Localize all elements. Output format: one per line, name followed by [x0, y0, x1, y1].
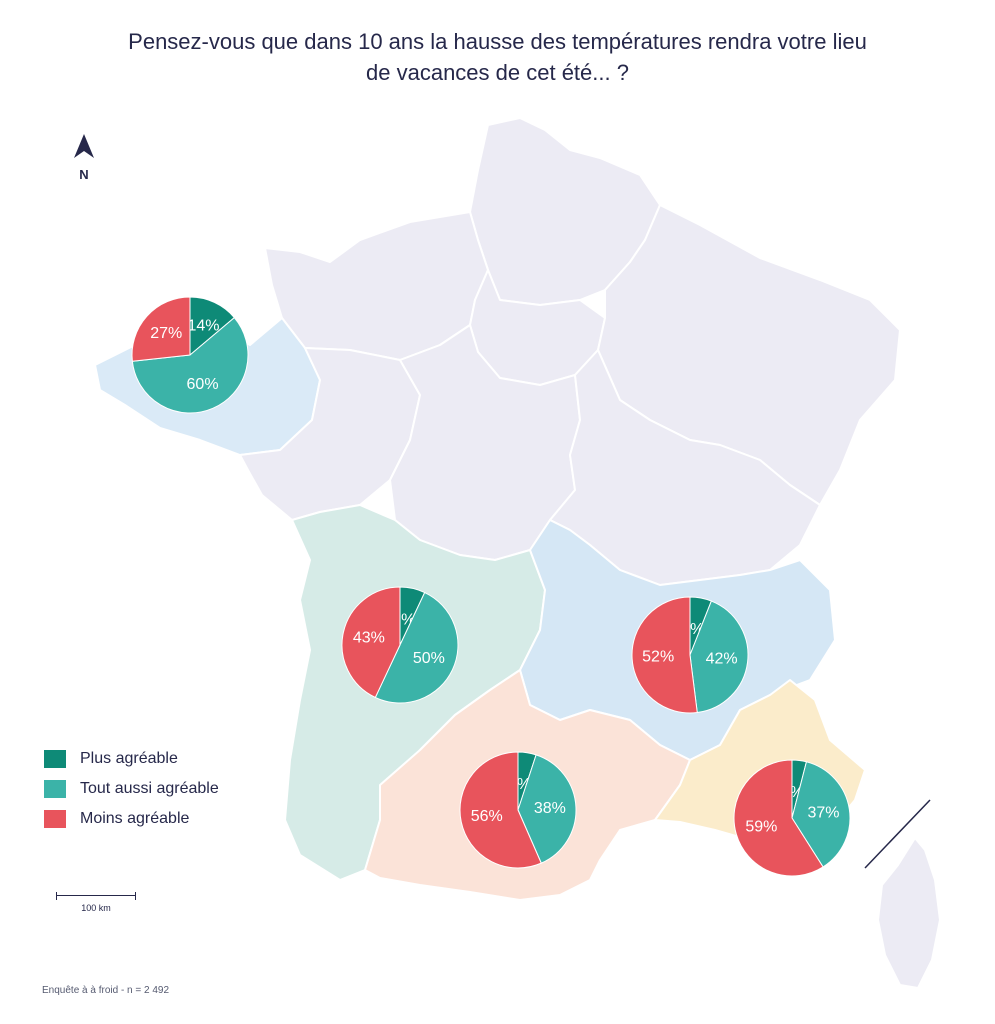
- pie-label-auvergne_rhone_alpes-moins: 52%: [642, 649, 674, 666]
- pie-charts-layer: 14%60%27%7%50%43% 6%42%52%5%38%56%4%37%59…: [131, 296, 851, 877]
- pie-label-nouvelle_aquitaine-moins: 43%: [353, 630, 385, 647]
- scale-label: 100 km: [81, 903, 111, 913]
- legend-swatch-tout: [44, 780, 66, 798]
- corse-inset-divider: [864, 799, 931, 869]
- pie-occitanie: 5%38%56%: [459, 751, 577, 869]
- pie-slice-auvergne_rhone_alpes-tout: [689, 600, 749, 714]
- legend-item-plus: Plus agréable: [44, 744, 219, 774]
- pie-label-bretagne-moins: 27%: [150, 325, 182, 342]
- legend-item-moins: Moins agréable: [44, 804, 219, 834]
- north-arrow: N: [70, 132, 98, 182]
- pie-slice-occitanie-moins: [459, 751, 542, 869]
- legend-label-plus: Plus agréable: [80, 750, 178, 767]
- legend-label-tout: Tout aussi agréable: [80, 780, 219, 797]
- page-title: Pensez-vous que dans 10 ans la hausse de…: [40, 26, 955, 88]
- pie-nouvelle_aquitaine: 7%50%43%: [341, 586, 459, 704]
- pie-slice-nouvelle_aquitaine-tout: [374, 591, 459, 704]
- pie-label-bretagne-tout: 60%: [187, 376, 219, 393]
- scale-bar: 100 km: [56, 892, 136, 913]
- pie-label-paca-moins: 59%: [745, 818, 777, 835]
- legend: Plus agréable Tout aussi agréable Moins …: [44, 744, 219, 834]
- region-corse: [877, 837, 941, 989]
- pie-slice-paca-moins: [733, 759, 824, 877]
- pie-label-nouvelle_aquitaine-tout: 50%: [413, 650, 445, 667]
- pie-label-paca-tout: 37%: [807, 805, 839, 822]
- pie-slice-nouvelle_aquitaine-moins: [341, 586, 401, 699]
- pie-slice-bretagne-tout: [131, 316, 249, 414]
- pie-auvergne_rhone_alpes: 6%42%52%: [631, 596, 749, 714]
- pie-paca: 4%37%59%: [733, 759, 851, 877]
- legend-swatch-plus: [44, 750, 66, 768]
- north-label: N: [79, 167, 89, 182]
- legend-label-moins: Moins agréable: [80, 810, 190, 827]
- legend-swatch-moins: [44, 810, 66, 828]
- title-line-2: de vacances de cet été... ?: [366, 60, 629, 85]
- title-line-1: Pensez-vous que dans 10 ans la hausse de…: [128, 29, 867, 54]
- pie-slice-occitanie-tout: [517, 754, 577, 864]
- scale-bar-line: [56, 892, 136, 900]
- north-arrow-icon: [74, 134, 94, 158]
- pie-label-bretagne-plus: 14%: [187, 318, 219, 335]
- pie-label-occitanie-tout: 38%: [534, 800, 566, 817]
- pie-label-auvergne_rhone_alpes-tout: 42%: [706, 650, 738, 667]
- pie-slice-auvergne_rhone_alpes-moins: [631, 596, 698, 714]
- legend-item-tout: Tout aussi agréable: [44, 774, 219, 804]
- pie-slice-bretagne-moins: [131, 296, 191, 362]
- source-note: Enquête à à froid - n = 2 492: [42, 985, 170, 996]
- pie-label-occitanie-moins: 56%: [471, 808, 503, 825]
- pie-bretagne: 14% 60% 27%: [131, 296, 249, 414]
